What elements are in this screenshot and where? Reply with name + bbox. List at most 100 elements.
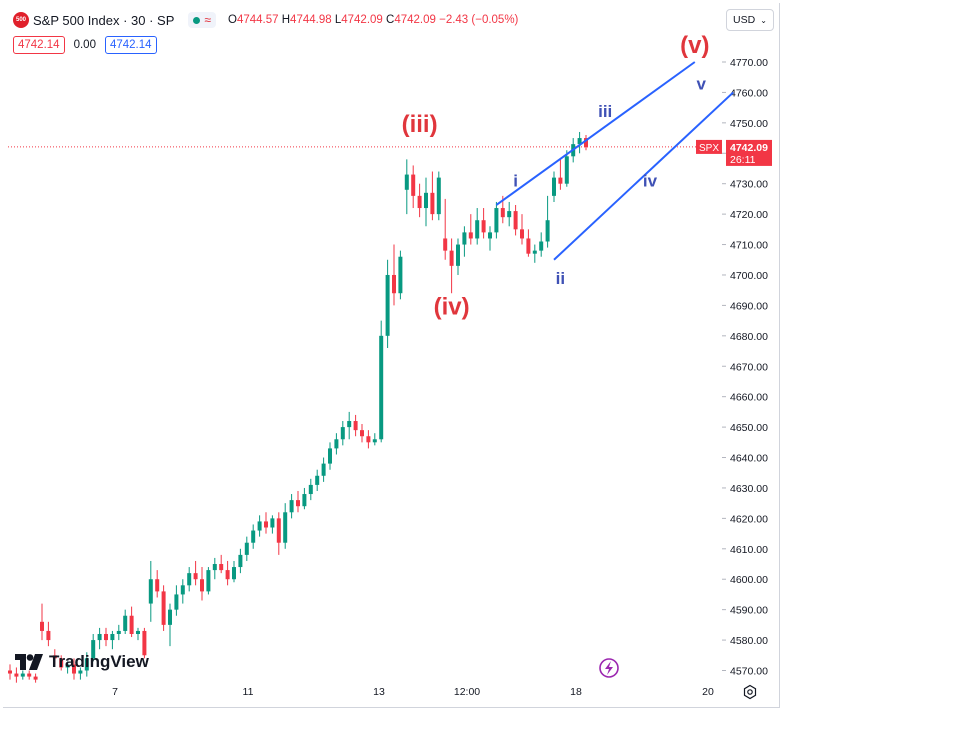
chevron-down-icon: ⌄ [760,15,767,25]
candle-body [59,658,64,668]
candle-body [14,673,19,677]
y-tick-label: 4700.00 [730,270,768,282]
candle-body [539,241,544,251]
wave-label: iv [643,172,658,191]
candle-body [78,670,83,674]
y-tick-label: 4650.00 [730,422,768,434]
wave-icon: ≈ [204,13,211,27]
y-tick-label: 4690.00 [730,300,768,312]
candle-body [564,156,569,184]
wave-label: (iv) [434,294,470,321]
symbol-legend[interactable]: 500 S&P 500 Index · 30 · SP ≈ O4744.57 H… [13,11,518,29]
candle-body [532,250,537,254]
candle-body [225,570,230,580]
candle-body [136,630,140,634]
ask-price-button[interactable]: 4742.14 [104,36,157,54]
candle-body [436,177,441,215]
currency-select[interactable]: USD ⌄ [726,9,774,31]
y-tick-label: 4580.00 [730,635,768,647]
wave-label: i [513,172,518,191]
market-open-icon [193,16,201,24]
candle-body [72,664,76,674]
y-tick-label: 4660.00 [730,392,768,404]
candle-body [494,208,499,233]
spread-value: 0.00 [73,39,96,51]
y-tick-label: 4640.00 [730,453,768,465]
y-tick-label: 4620.00 [730,513,768,525]
candle-body [264,521,268,528]
symbol-tag-bg [696,139,722,154]
x-tick-label: 11 [243,686,254,698]
candle-body [20,673,25,677]
candle-body [577,138,582,145]
bid-price-button[interactable]: 4742.14 [13,36,65,54]
x-tick-label: 20 [702,686,714,698]
y-tick-label: 4610.00 [730,544,768,556]
candle-body [193,573,198,580]
candle-body [449,250,454,266]
candle-body [116,630,121,634]
logo-text: TradingView [49,652,149,671]
candle-body [46,630,51,641]
y-tick-label: 4750.00 [730,118,768,130]
candle-body [232,567,236,580]
y-tick-label: 4590.00 [730,605,768,617]
candle-body [187,573,192,586]
candle-body [8,670,12,674]
wave-label: (v) [680,32,709,59]
wave-label: (iii) [402,111,438,138]
candle-body [468,232,473,239]
market-status-pill[interactable]: ≈ [188,12,216,28]
candle-body [219,564,224,571]
candle-body [417,195,422,209]
candle-body [104,633,108,641]
countdown-tag: 26:11 [730,154,756,166]
candle-body [456,244,460,266]
candle-body [200,579,204,592]
candle-body [392,274,396,294]
y-tick-label: 4730.00 [730,179,768,191]
y-tick-label: 4630.00 [730,483,768,495]
candle-body [379,335,384,440]
candle-body [360,430,364,437]
bid-ask-row: 4742.14 0.00 4742.14 [13,36,157,54]
candle-body [584,138,588,148]
candle-body [206,570,211,592]
symbol-title[interactable]: S&P 500 Index · 30 · SP [33,12,175,28]
candle-body [475,220,480,239]
candle-body [366,436,371,443]
candle-body [488,232,492,239]
candle-body [52,655,57,659]
candle-body [500,208,505,218]
wave-label: v [696,74,706,93]
settings-gear-icon[interactable] [742,684,758,700]
candle-body [174,594,179,610]
candle-body [520,229,524,239]
candle-body [385,274,390,336]
y-tick-label: 4720.00 [730,209,768,221]
candle-body [276,518,281,543]
candle-body [65,664,70,668]
candle-body [180,585,185,595]
candle-body [289,500,294,513]
candle-body [347,421,352,428]
candle-body [168,609,172,625]
wave-label: ii [556,269,565,288]
candle-body [372,439,377,443]
y-tick-label: 4570.00 [730,666,768,678]
candle-body [334,439,339,449]
price-tag-bg [726,139,772,166]
candle-body [155,579,160,592]
tradingview-logo[interactable]: TradingView [15,652,149,672]
candle-body [340,427,345,440]
candle-body [129,615,134,634]
candle-body [404,174,409,190]
candle-body [308,484,313,495]
candle-body [296,500,300,507]
channel-line [495,61,696,206]
candle-body [212,564,217,571]
candle-body [430,192,435,215]
candle-body [91,640,96,659]
